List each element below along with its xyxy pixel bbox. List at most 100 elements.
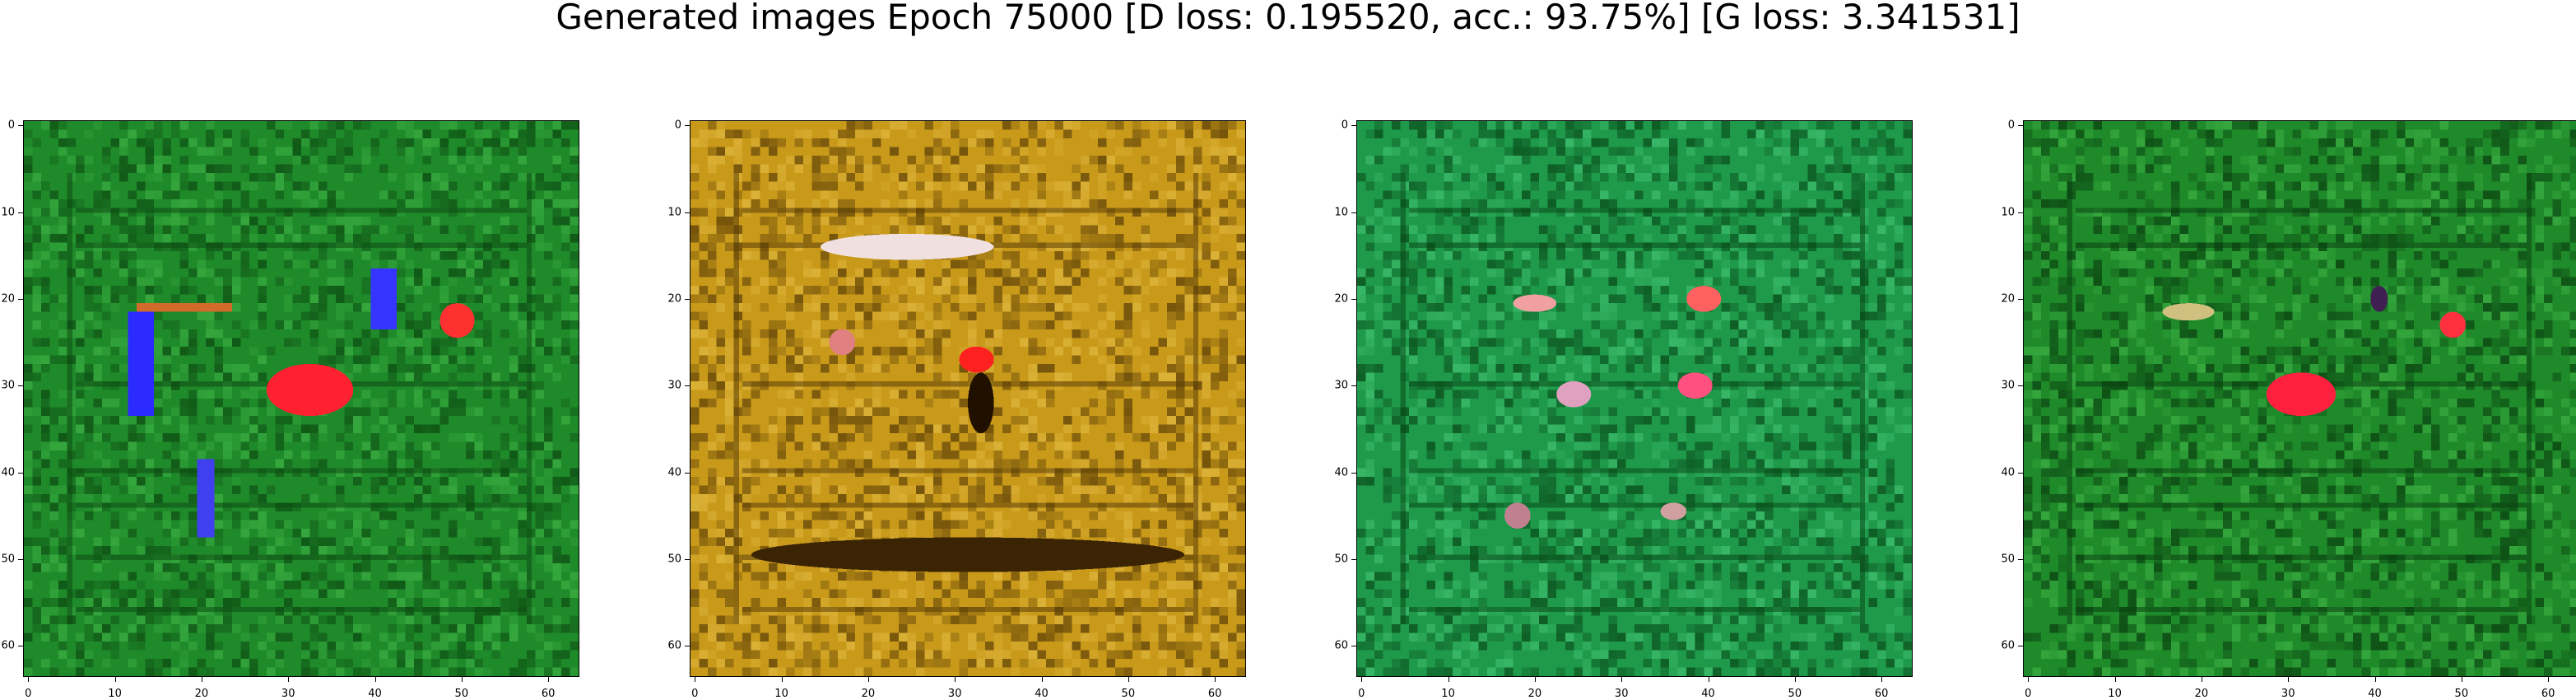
image-pixel — [959, 225, 968, 234]
image-pixel — [1011, 294, 1021, 304]
image-pixel — [206, 311, 215, 321]
image-pixel — [1582, 311, 1592, 321]
image-pixel — [49, 294, 59, 304]
image-pixel — [690, 164, 700, 174]
image-pixel — [258, 372, 267, 381]
image-pixel — [119, 589, 128, 599]
image-pixel — [145, 277, 154, 287]
image-pixel — [283, 259, 293, 269]
image-pixel — [76, 320, 85, 329]
image-pixel — [1903, 303, 1912, 312]
image-pixel — [1028, 225, 1038, 234]
image-pixel — [188, 268, 198, 278]
image-pixel — [1851, 198, 1860, 208]
image-pixel — [1903, 320, 1912, 329]
image-pixel — [543, 181, 553, 191]
image-pixel — [1011, 459, 1021, 469]
image-pixel — [829, 216, 839, 226]
image-pixel — [405, 372, 414, 381]
image-pixel — [1426, 311, 1435, 321]
image-pixel — [336, 355, 345, 364]
image-pixel — [716, 372, 726, 381]
image-pixel — [1089, 511, 1098, 520]
image-pixel — [552, 277, 561, 287]
image-pixel — [136, 233, 146, 243]
image-pixel — [1115, 346, 1124, 356]
image-pixel — [1452, 190, 1462, 199]
image-pixel — [535, 546, 544, 555]
image-pixel — [1028, 277, 1038, 287]
image-pixel — [41, 225, 50, 234]
image-pixel — [223, 338, 232, 347]
image-pixel — [466, 511, 475, 520]
image-pixel — [1028, 190, 1038, 199]
image-pixel — [942, 338, 951, 347]
image-pixel — [1028, 572, 1038, 581]
image-pixel — [93, 121, 102, 130]
image-pixel — [1547, 190, 1557, 199]
image-pixel — [1434, 198, 1444, 208]
image-pixel — [950, 632, 960, 642]
image-pixel — [785, 641, 795, 651]
image-pixel — [794, 390, 803, 399]
image-pixel — [153, 164, 163, 174]
image-pixel — [171, 615, 180, 624]
image-pixel — [1591, 346, 1600, 356]
image-pixel — [708, 468, 717, 477]
image-pixel — [1452, 346, 1462, 356]
image-pixel — [1790, 147, 1800, 156]
image-pixel — [976, 129, 986, 139]
image-pixel — [388, 572, 397, 581]
image-pixel — [1115, 667, 1124, 676]
image-pixel — [266, 667, 276, 676]
image-pixel — [768, 563, 778, 572]
image-pixel — [993, 511, 1003, 520]
image-pixel — [1210, 233, 1220, 243]
image-pixel — [1167, 476, 1176, 486]
image-pixel — [145, 216, 154, 226]
image-pixel — [846, 198, 856, 208]
image-pixel — [1746, 198, 1756, 208]
image-pixel — [560, 355, 570, 364]
image-pixel — [993, 650, 1003, 659]
image-pixel — [1695, 346, 1704, 356]
image-pixel — [1444, 173, 1453, 182]
image-pixel — [1634, 346, 1644, 356]
image-pixel — [881, 363, 890, 373]
image-pixel — [1184, 233, 1193, 243]
image-pixel — [1469, 216, 1479, 226]
image-pixel — [1054, 138, 1063, 147]
image-pixel — [1547, 346, 1557, 356]
image-feature — [439, 303, 475, 338]
image-pixel — [119, 632, 128, 642]
image-pixel — [1755, 129, 1765, 139]
image-pixel — [457, 407, 467, 417]
image-pixel — [110, 528, 119, 538]
image-pixel — [405, 147, 414, 156]
image-pixel — [725, 554, 734, 564]
image-feature — [128, 311, 154, 417]
image-pixel — [136, 485, 146, 494]
image-pixel — [67, 658, 77, 668]
image-pixel — [466, 156, 475, 165]
image-pixel — [101, 546, 111, 555]
image-pixel — [1851, 190, 1860, 199]
image-pixel — [959, 441, 968, 451]
image-pixel — [101, 658, 111, 668]
image-pixel — [1816, 181, 1825, 191]
image-pixel — [1011, 303, 1021, 312]
image-pixel — [1167, 320, 1176, 329]
image-pixel — [811, 173, 821, 182]
image-pixel — [1478, 320, 1487, 329]
image-pixel — [1539, 346, 1548, 356]
image-pixel — [136, 138, 146, 147]
image-pixel — [188, 216, 198, 226]
image-pixel — [1539, 225, 1548, 234]
image-pixel — [1582, 129, 1592, 139]
image-pixel — [1876, 164, 1886, 174]
image-pixel — [1729, 181, 1739, 191]
image-pixel — [846, 641, 856, 651]
image-pixel — [898, 424, 908, 434]
image-pixel — [1193, 164, 1202, 174]
image-pixel — [136, 615, 146, 624]
